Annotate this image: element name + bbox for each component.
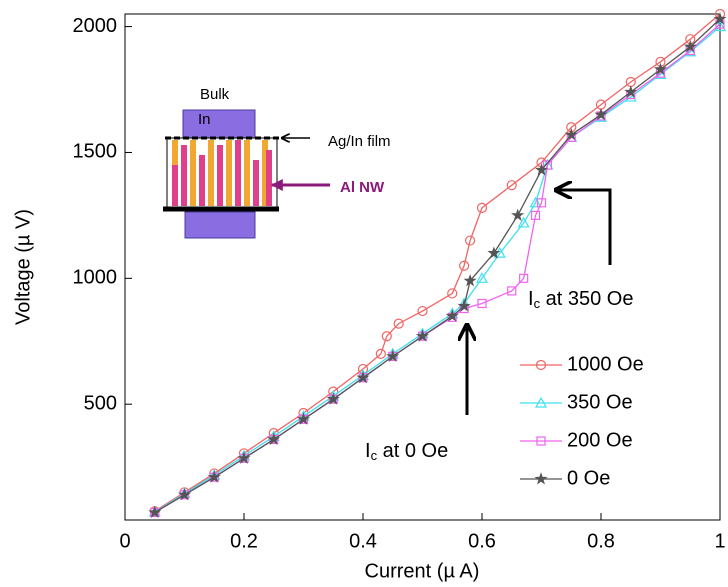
marker: [465, 235, 476, 246]
marker: [148, 505, 162, 519]
marker: [487, 246, 501, 259]
marker: [207, 470, 221, 483]
marker: [356, 371, 370, 384]
x-tick-label: 0.8: [587, 530, 615, 552]
marker: [237, 451, 251, 464]
marker: [713, 12, 727, 25]
legend-label: 0 Oe: [567, 467, 610, 489]
marker: [459, 260, 470, 271]
marker: [530, 210, 541, 220]
marker: [447, 288, 458, 299]
arrow: [556, 190, 612, 265]
annotation: Ic at 0 Oe: [365, 440, 448, 463]
y-tick-label: 2000: [73, 15, 118, 37]
marker: [475, 272, 489, 283]
marker: [506, 180, 517, 191]
marker: [534, 396, 548, 408]
marker: [457, 299, 471, 312]
marker: [445, 309, 459, 322]
marker: [536, 436, 546, 446]
annotation: Ic at 350 Oe: [528, 288, 633, 311]
marker: [267, 432, 281, 446]
marker: [415, 329, 430, 342]
marker: [476, 202, 488, 213]
marker: [535, 359, 547, 371]
marker: [534, 163, 549, 176]
marker: [654, 68, 667, 80]
marker: [477, 298, 487, 309]
y-tick-label: 1000: [73, 267, 118, 289]
marker: [507, 286, 517, 296]
marker: [326, 392, 340, 405]
marker: [653, 62, 668, 75]
marker: [386, 349, 400, 362]
x-tick-label: 1: [714, 530, 725, 552]
marker: [594, 107, 608, 121]
series-line: [154, 18, 721, 513]
y-axis-label: Voltage (µ V): [12, 209, 34, 325]
marker: [511, 208, 525, 221]
marker: [393, 318, 404, 329]
inset-diagram: Bulk In Ag/In film Al NW: [163, 86, 391, 239]
legend-label: 1000 Oe: [567, 353, 644, 375]
marker: [564, 127, 578, 141]
x-tick-label: 0.6: [468, 530, 496, 552]
marker: [381, 331, 392, 342]
marker: [542, 160, 553, 170]
marker: [684, 45, 697, 57]
marker: [534, 472, 548, 485]
inset-label: In: [198, 111, 211, 128]
marker: [417, 305, 428, 317]
marker: [517, 216, 530, 228]
inset-label: Al NW: [340, 179, 385, 196]
marker: [177, 487, 192, 501]
marker: [624, 85, 638, 98]
series-line: [154, 13, 721, 512]
x-axis-label: Current (µ A): [365, 560, 480, 582]
marker: [519, 273, 529, 283]
marker: [536, 198, 547, 208]
marker: [683, 39, 697, 53]
inset-label: Bulk: [200, 86, 230, 103]
marker: [375, 348, 386, 359]
inset-label: Ag/In film: [328, 133, 391, 150]
legend-label: 200 Oe: [567, 429, 633, 451]
x-tick-label: 0.4: [349, 530, 377, 552]
x-tick-label: 0.2: [230, 530, 258, 552]
plot-area: [124, 13, 721, 521]
x-tick-label: 0: [119, 530, 130, 552]
y-tick-label: 500: [84, 392, 117, 414]
legend-label: 350 Oe: [567, 391, 633, 413]
marker: [296, 412, 311, 425]
y-tick-label: 1500: [73, 141, 118, 163]
marker: [463, 273, 477, 287]
